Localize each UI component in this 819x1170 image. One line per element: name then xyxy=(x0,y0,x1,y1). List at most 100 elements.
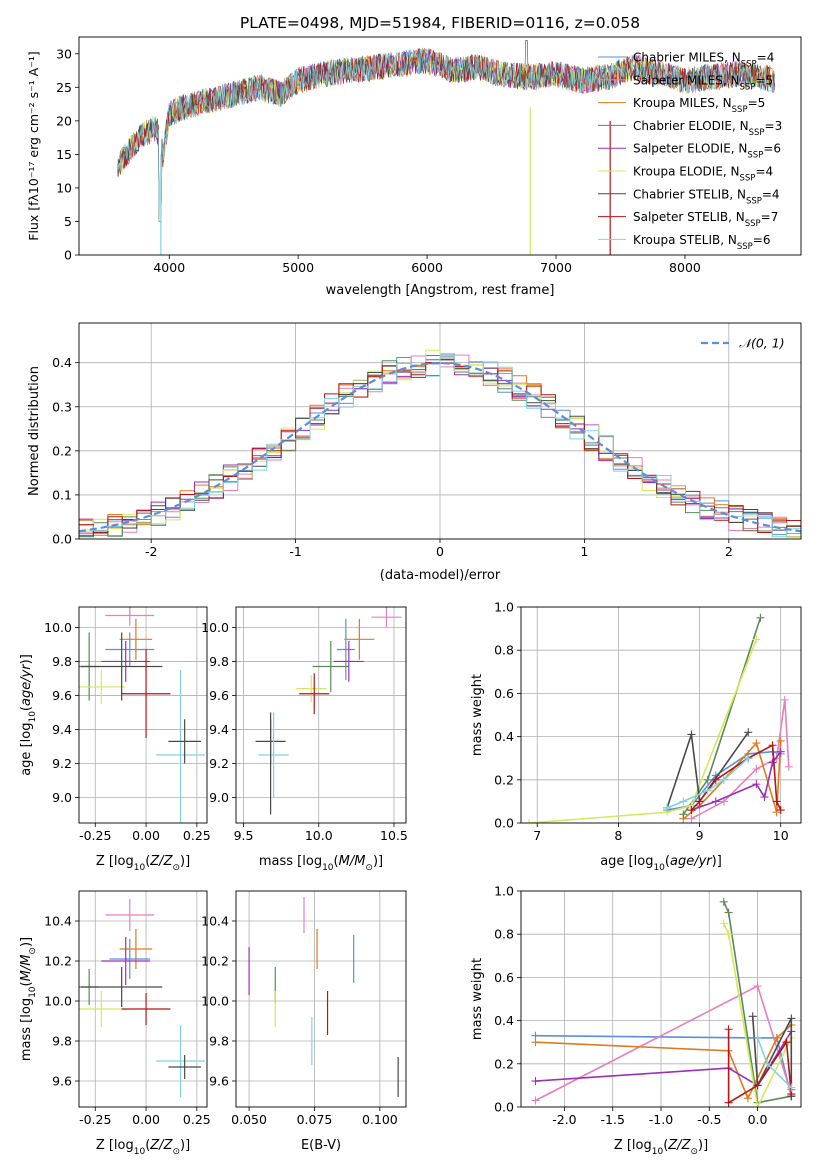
data-marker xyxy=(687,814,696,823)
y-tick-label: 15 xyxy=(56,147,72,162)
y-tick-label: 10.0 xyxy=(44,620,72,635)
y-tick-label: 0.4 xyxy=(494,1013,514,1028)
spectrum-line xyxy=(117,40,775,222)
x-tick-label: 1 xyxy=(580,544,588,559)
legend-entry: Chabrier ELODIE, NSSP=3 xyxy=(633,119,782,138)
x-axis-label: (data-model)/error xyxy=(380,568,501,583)
y-tick-label: 9.0 xyxy=(209,790,229,805)
y-tick-label: 10.0 xyxy=(44,994,72,1009)
data-marker xyxy=(724,1025,733,1034)
x-axis-label: wavelength [Angstrom, rest frame] xyxy=(326,283,555,298)
y-tick-label: 0.2 xyxy=(494,772,514,787)
normal-curve xyxy=(79,361,801,533)
y-tick-label: 10.0 xyxy=(201,620,229,635)
mass-vs-ebv-axes: 0.050 0.075 0.100 9.6 9.8 10.0 10.2 10.4 E(B-V) xyxy=(201,890,407,1153)
y-tick-label: 1.0 xyxy=(494,884,514,899)
y-tick-label: 0.2 xyxy=(494,1056,514,1071)
x-tick-label: 10.0 xyxy=(305,828,333,843)
y-tick-label: 10.0 xyxy=(201,994,229,1009)
data-marker xyxy=(768,758,777,767)
y-tick-label: 10.4 xyxy=(44,914,72,929)
y-tick-label: 0.6 xyxy=(494,970,514,985)
y-axis-label: Normed distribution xyxy=(27,366,42,496)
legend-entry: Salpeter MILES, NSSP=5 xyxy=(633,73,773,92)
y-tick-label: 9.8 xyxy=(209,1034,229,1049)
data-marker xyxy=(679,810,688,819)
data-marker xyxy=(772,1033,781,1042)
data-marker xyxy=(752,765,761,773)
x-tick-label: 0.00 xyxy=(132,828,160,843)
y-tick-label: 0.0 xyxy=(494,816,514,831)
massweight-vs-z-axes: -2.0 -1.5 -1.0 -0.5 0.0 0.0 0.2 0.4 0.6 0.8 1.0 Z [… xyxy=(470,884,802,1157)
legend-entry: Salpeter STELIB, NSSP=7 xyxy=(633,210,778,229)
y-tick-label: 0.8 xyxy=(494,643,514,658)
data-marker xyxy=(780,695,789,704)
y-tick-label: 0 xyxy=(64,248,72,263)
x-tick-label: 6000 xyxy=(411,260,443,275)
axes-frame xyxy=(520,606,802,824)
data-marker xyxy=(768,741,777,750)
x-tick-label: 0.050 xyxy=(231,1112,267,1127)
y-tick-label: 0.3 xyxy=(52,399,72,414)
y-tick-label: 20 xyxy=(56,113,72,128)
x-tick-label: 7 xyxy=(533,828,541,843)
data-marker xyxy=(744,754,753,763)
y-tick-label: 0.0 xyxy=(52,532,72,547)
data-marker xyxy=(752,780,761,789)
y-tick-label: 9.6 xyxy=(209,1074,229,1089)
y-tick-label: 10.2 xyxy=(44,954,72,969)
legend-entry: Kroupa MILES, NSSP=5 xyxy=(633,96,765,115)
y-axis-label: age [log10(age/yr)] xyxy=(19,654,38,776)
data-marker xyxy=(776,736,785,745)
y-tick-label: 0.0 xyxy=(494,1100,514,1115)
x-tick-label: 0.25 xyxy=(183,1112,211,1127)
data-marker xyxy=(787,1014,796,1023)
age-vs-mass-plot xyxy=(236,607,406,823)
axes-frame xyxy=(235,890,407,1108)
data-marker xyxy=(719,897,728,906)
massweight-vs-age-plot xyxy=(521,607,801,823)
data-marker xyxy=(703,786,712,795)
x-axis-label: Z [log10(Z/Z⊙)] xyxy=(96,1138,190,1157)
x-tick-label: 0.0 xyxy=(748,1112,768,1127)
data-marker xyxy=(531,1077,540,1086)
weight-series xyxy=(691,699,790,820)
spectrum-plot xyxy=(117,40,775,255)
data-marker xyxy=(752,635,761,644)
figure-title: PLATE=0498, MJD=51984, FIBERID=0116, z=0… xyxy=(240,14,640,32)
data-marker xyxy=(763,1059,772,1068)
weight-series xyxy=(751,1016,793,1097)
data-marker xyxy=(753,1033,762,1042)
data-marker xyxy=(711,797,720,806)
data-marker xyxy=(679,797,688,806)
y-tick-label: 0.6 xyxy=(494,686,514,701)
axes-frame xyxy=(78,36,802,256)
y-tick-label: 9.6 xyxy=(52,688,72,703)
weight-series xyxy=(723,901,792,1104)
massweight-vs-z-plot xyxy=(521,891,801,1107)
x-tick-label: 8 xyxy=(614,828,622,843)
data-marker xyxy=(719,919,728,928)
y-tick-label: 9.8 xyxy=(52,1034,72,1049)
age-vs-mass-axes: 9.5 10.0 10.5 9.0 9.2 9.4 9.6 9.8 10.0 mass [log1… xyxy=(201,606,408,873)
age-vs-z-axes: -0.25 0.00 0.25 9.0 9.2 9.4 9.6 9.8 10.0 Z [log10… xyxy=(19,606,211,873)
y-tick-label: 9.2 xyxy=(209,756,229,771)
data-marker xyxy=(695,797,704,806)
data-marker xyxy=(756,613,765,622)
data-marker xyxy=(724,908,733,917)
mass-vs-z-plot xyxy=(79,891,207,1107)
y-tick-label: 9.6 xyxy=(52,1074,72,1089)
y-tick-label: 0.8 xyxy=(494,927,514,942)
axes-frame xyxy=(520,890,802,1108)
data-marker xyxy=(753,1081,762,1090)
data-marker xyxy=(531,1038,540,1047)
y-tick-label: 9.6 xyxy=(209,688,229,703)
x-tick-label: 0.100 xyxy=(362,1112,398,1127)
y-tick-label: 9.8 xyxy=(52,654,72,669)
axes-frame xyxy=(78,606,208,824)
y-tick-label: 9.0 xyxy=(52,790,72,805)
legend-entry: 𝒩(0, 1) xyxy=(739,336,785,351)
mass-vs-ebv-plot xyxy=(236,891,406,1107)
x-tick-label: -0.25 xyxy=(79,828,111,843)
y-tick-label: 10.2 xyxy=(201,954,229,969)
